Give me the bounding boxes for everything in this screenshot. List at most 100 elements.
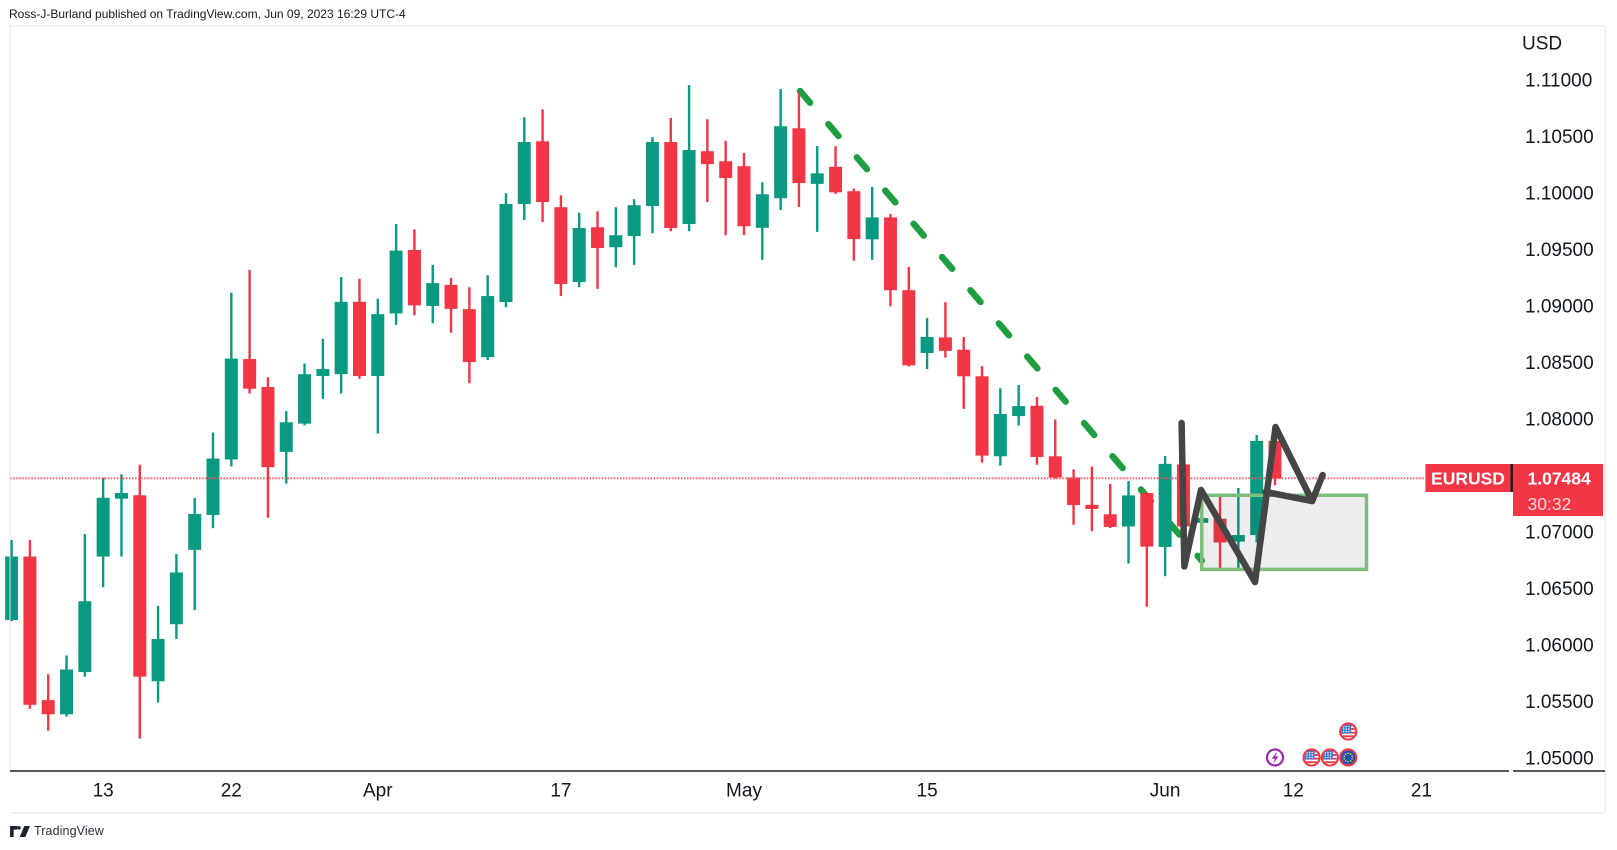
time-scale-tick: May [726,781,762,802]
candle-body [829,166,843,193]
candle-body [407,249,421,306]
candle-mar-22 [224,292,238,467]
candle-wick [1017,384,1020,426]
candle-mar-9 [60,655,74,717]
candle-body [298,374,312,424]
candle-may-19 [993,388,1007,466]
lightning-icon [1271,751,1279,764]
candle-body [481,296,495,358]
candle-apr-7 [444,277,458,333]
candle-apr-5 [407,229,421,316]
candle-may-3 [774,89,788,211]
candle-apr-6 [426,264,440,324]
candle-body [664,142,678,229]
candle-body [1158,463,1172,547]
zigzag-arrow-barb[interactable] [1262,488,1316,505]
candle-body [682,150,696,224]
candle-apr-28 [719,140,733,236]
candle-body [517,142,531,204]
candle-body [188,513,202,550]
time-scale-tick: 22 [221,781,242,802]
candle-apr-25 [664,117,678,232]
time-scale-tick: 13 [93,781,114,802]
candle-may-9 [847,188,861,261]
candle-mar-28 [298,363,312,426]
downtrend-dashed-trendline[interactable] [796,87,1205,564]
candle-may-4 [792,92,806,208]
time-scale[interactable]: 13 22 Apr 17 May 15 Jun 12 21 [93,781,1432,802]
candle-body [206,458,220,515]
event-icon-power[interactable] [1265,748,1285,767]
candle-apr-20 [609,207,623,268]
price-scale-tick: 1.07000 [1525,523,1594,544]
candle-mar-7 [23,540,37,709]
flag-star [1327,756,1329,759]
flag-star [1306,756,1308,759]
flag-star [1345,730,1347,733]
candle-may-22 [1012,384,1026,426]
candle-body [1085,504,1099,509]
candle-mar-17 [169,554,183,640]
price-scale-tick: 1.10000 [1525,184,1594,205]
candlestick-series [5,85,1282,739]
price-scale-tick: 1.11000 [1525,71,1592,92]
candle-body [151,639,165,682]
candle-wick [944,302,947,358]
candle-apr-26 [682,85,696,232]
candle-may-11 [883,214,897,307]
candle-body [1231,535,1245,542]
economic-events [1265,722,1358,767]
flag-star [1348,726,1350,728]
candle-wick [193,497,196,611]
candle-body [334,301,348,375]
candle-body [975,376,989,456]
flag-star [1345,728,1347,730]
candle-body [224,358,238,460]
candle-wick [120,474,123,557]
event-icon-us-flag[interactable] [1302,748,1321,767]
candle-body [499,203,513,303]
time-scale-tick: 21 [1411,781,1432,802]
candle-body [169,572,183,625]
candle-body [60,669,74,715]
candle-mar-29 [316,338,330,399]
candle-body [96,497,110,557]
flag-star [1345,726,1347,728]
event-icon-eu-flag[interactable] [1339,748,1358,767]
symbol-badge-box [1425,464,1511,492]
candle-body [774,126,788,199]
candle-body [316,369,330,376]
candle-wick [321,338,325,399]
price-scale[interactable]: USD 1.11000 1.10500 1.10000 1.09500 1.09000 1.… [1522,34,1594,770]
candle-body [5,556,19,621]
eu-star [1344,760,1347,762]
flag-star [1343,726,1345,728]
tradingview-logo[interactable]: TradingView [10,824,104,838]
candle-body [737,166,751,227]
candle-body [1140,493,1154,547]
flag-star [1309,754,1311,756]
event-icon-us-flag[interactable] [1339,722,1358,741]
candle-body [41,700,55,715]
eu-star [1343,755,1346,758]
candle-apr-24 [645,137,659,234]
candle-mar-23 [243,270,257,394]
candle-body [462,309,476,363]
candle-wick [1237,488,1240,569]
candle-apr-18 [572,212,586,288]
candle-body [847,191,861,240]
candle-may-24 [1048,419,1062,479]
us-flag-icon [1304,750,1319,765]
us-flag-icon [1341,724,1356,739]
candle-body [993,413,1007,457]
tradingview-logo-icon [10,825,30,837]
event-icon-us-flag[interactable] [1320,748,1340,767]
candle-may-31 [1140,492,1154,607]
candle-body [810,173,824,184]
candle-body [371,314,385,376]
candle-may-5 [810,146,824,232]
eu-star [1347,760,1350,763]
candle-body [627,205,641,237]
